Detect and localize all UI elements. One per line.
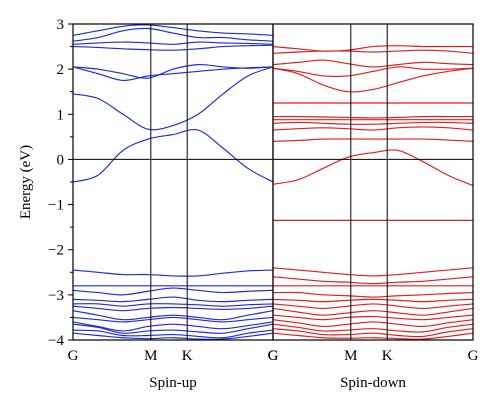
band-line bbox=[273, 67, 473, 93]
x-tick-label: M bbox=[344, 348, 357, 364]
band-line bbox=[273, 121, 473, 125]
y-tick-label: −3 bbox=[48, 288, 64, 304]
band-line bbox=[73, 128, 273, 183]
band-line bbox=[73, 316, 273, 323]
y-tick-label: 0 bbox=[57, 152, 65, 168]
panel-frame bbox=[272, 23, 474, 341]
panel-spin-down-bands bbox=[273, 45, 473, 340]
x-tick-label: G bbox=[268, 348, 279, 364]
band-line bbox=[273, 319, 473, 328]
frame-layer bbox=[68, 23, 474, 341]
x-tick-label: G bbox=[68, 348, 79, 364]
band-line bbox=[73, 329, 273, 339]
band-line bbox=[273, 303, 473, 309]
y-tick-label: −2 bbox=[48, 243, 64, 259]
y-tick-label: 2 bbox=[57, 62, 65, 78]
band-line bbox=[73, 24, 273, 36]
band-line bbox=[273, 323, 473, 333]
y-tick-label: −1 bbox=[48, 198, 64, 214]
band-line bbox=[73, 310, 273, 321]
y-axis-label: Energy (eV) bbox=[18, 145, 34, 219]
band-line bbox=[273, 276, 473, 285]
band-line bbox=[73, 66, 273, 131]
band-line bbox=[73, 323, 273, 334]
y-tick-label: 3 bbox=[57, 17, 65, 33]
band-line bbox=[273, 298, 473, 303]
band-line bbox=[273, 45, 473, 52]
band-line bbox=[273, 59, 473, 68]
band-line bbox=[73, 27, 273, 42]
band-line bbox=[73, 332, 273, 340]
band-line bbox=[273, 314, 473, 321]
bands-layer bbox=[73, 24, 473, 340]
band-line bbox=[73, 269, 273, 277]
panel-label: Spin-down bbox=[340, 375, 406, 391]
band-line bbox=[273, 307, 473, 316]
band-line bbox=[73, 303, 273, 307]
band-line bbox=[73, 305, 273, 312]
band-line bbox=[73, 64, 273, 79]
panel-spin-up-bands bbox=[73, 24, 273, 340]
panel-label: Spin-up bbox=[149, 375, 197, 391]
band-line bbox=[273, 267, 473, 277]
band-line bbox=[273, 49, 473, 54]
band-line bbox=[273, 66, 473, 78]
band-line bbox=[73, 41, 273, 45]
band-line bbox=[73, 66, 273, 82]
band-line bbox=[273, 328, 473, 338]
band-line bbox=[273, 332, 473, 340]
band-line bbox=[73, 44, 273, 51]
band-line bbox=[273, 126, 473, 131]
band-line bbox=[73, 287, 273, 296]
x-tick-label: K bbox=[182, 348, 193, 364]
x-tick-label: K bbox=[382, 348, 393, 364]
band-line bbox=[273, 115, 473, 119]
y-tick-label: −4 bbox=[48, 333, 64, 349]
x-tick-label: G bbox=[468, 348, 479, 364]
band-line bbox=[73, 321, 273, 332]
band-line bbox=[273, 291, 473, 298]
band-line bbox=[273, 138, 473, 142]
x-tick-label: M bbox=[144, 348, 157, 364]
x-tick-label: G bbox=[268, 348, 279, 364]
band-line bbox=[73, 296, 273, 303]
band-line bbox=[273, 149, 473, 187]
y-tick-label: 1 bbox=[57, 107, 65, 123]
